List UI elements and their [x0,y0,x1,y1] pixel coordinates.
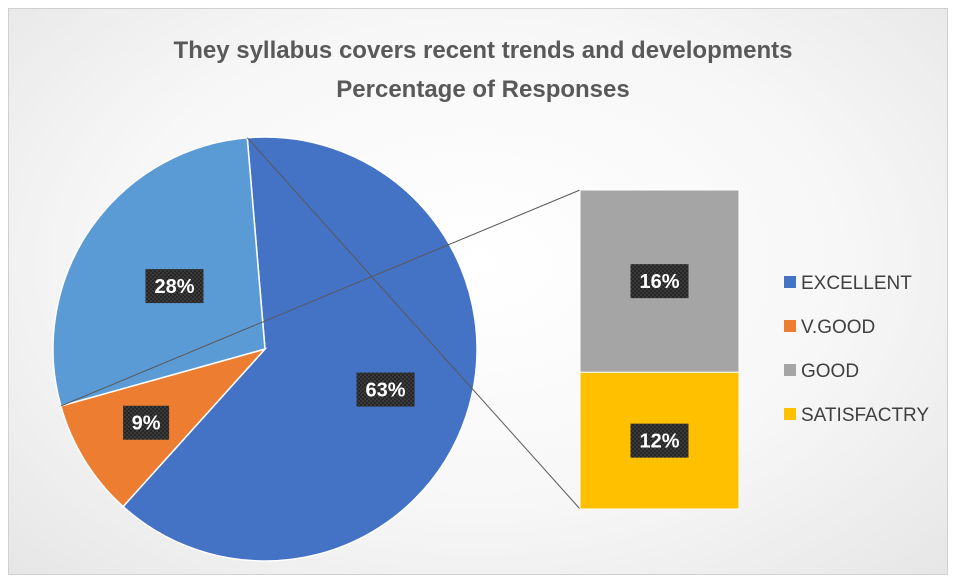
legend-item-excellent: EXCELLENT [784,273,912,294]
data-label-text: 63% [366,380,406,402]
data-label-text: 16% [639,271,679,293]
data-label-box [145,269,204,304]
data-label-excellent: 63% [356,372,415,407]
data-label-box [630,264,689,299]
data-label-text: 9% [132,413,161,435]
legend-label: V.GOOD [801,317,875,338]
connector-line-bottom [246,137,581,510]
legend-item-good: GOOD [784,361,859,382]
connector-line-top [60,189,581,407]
data-label-box [630,423,689,458]
legend-item-satisfactry: SATISFACTRY [784,405,929,426]
legend-label: GOOD [801,361,859,382]
data-label-box [123,405,170,440]
data-label-text: 12% [639,431,679,453]
legend-swatch [784,408,796,420]
chart-title: They syllabus covers recent trends and d… [174,37,793,64]
data-label-v-good: 9% [123,405,170,440]
legend-swatch [784,320,796,332]
legend-swatch [784,276,796,288]
pie-slice-excellent [122,136,478,562]
legend-label: SATISFACTRY [801,405,929,426]
data-label-satisfactry: 12% [630,423,689,458]
legend-swatch [784,364,796,376]
legend-item-v-good: V.GOOD [784,317,875,338]
data-label-text: 28% [154,276,194,298]
legend-label: EXCELLENT [801,273,912,294]
data-label-good: 16% [630,264,689,299]
data-label-other: 28% [145,269,204,304]
data-label-box [356,372,415,407]
chart-subtitle: Percentage of Responses [336,76,629,103]
